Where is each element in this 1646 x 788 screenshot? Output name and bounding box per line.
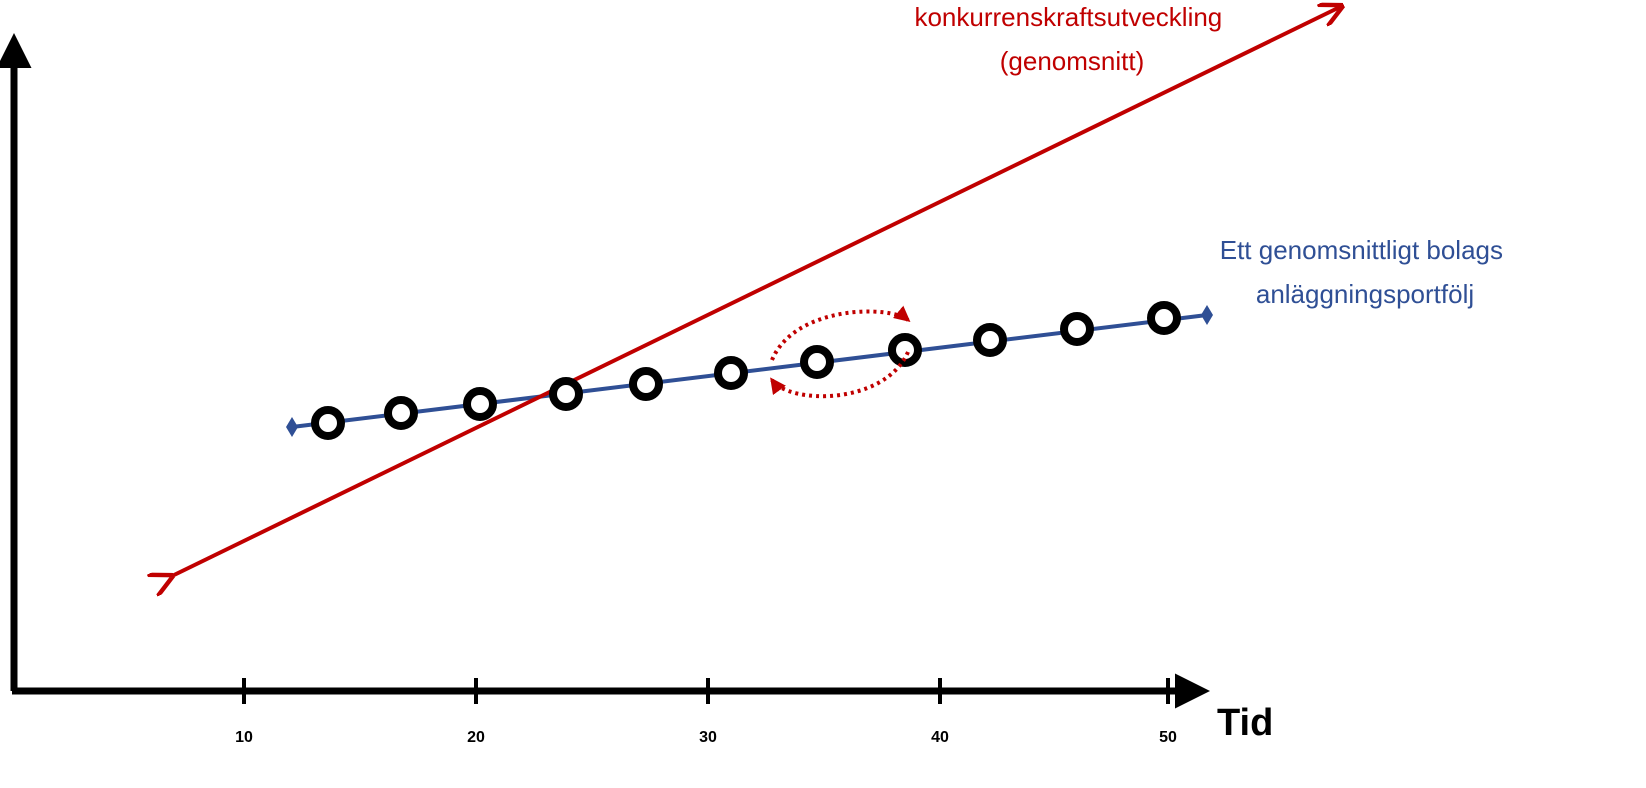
asset-circle	[1060, 312, 1094, 346]
competitiveness-label-line-2: (genomsnitt)	[1000, 46, 1145, 76]
asset-circle	[629, 367, 663, 401]
asset-circle	[973, 323, 1007, 357]
competitiveness-label: konkurrenskraftsutveckling (genomsnitt)	[914, 2, 1229, 76]
asset-circle	[1147, 301, 1181, 335]
x-tick-label-10: 10	[235, 729, 253, 746]
asset-circle	[549, 377, 583, 411]
x-tick-label-30: 30	[699, 729, 717, 746]
portfolio-line-start-marker	[286, 417, 298, 437]
portfolio-label-line-2: anläggningsportfölj	[1256, 279, 1474, 309]
x-tick-label-20: 20	[467, 729, 485, 746]
x-tick-label-40: 40	[931, 729, 949, 746]
x-tick-label-50: 50	[1159, 729, 1177, 746]
portfolio-label: Ett genomsnittligt bolags anläggningspor…	[1220, 235, 1511, 309]
x-ticks	[242, 678, 1170, 704]
competitiveness-label-line-1: konkurrenskraftsutveckling	[914, 2, 1222, 32]
asset-circle	[800, 345, 834, 379]
competitiveness-arrow	[172, 6, 1342, 576]
asset-circle	[463, 387, 497, 421]
asset-circle	[311, 406, 345, 440]
swap-arrow-lower	[770, 351, 910, 399]
portfolio-label-line-1: Ett genomsnittligt bolags	[1220, 235, 1503, 265]
asset-circle	[888, 333, 922, 367]
x-axis-title: Tid	[1217, 702, 1273, 744]
asset-circles	[311, 301, 1181, 440]
asset-circle	[384, 396, 418, 430]
portfolio-line-end-marker	[1201, 305, 1213, 325]
asset-circle	[714, 356, 748, 390]
